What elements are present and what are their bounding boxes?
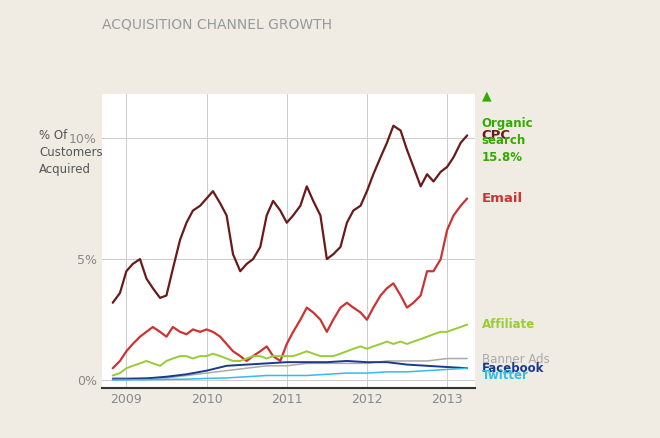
Text: ▲: ▲: [482, 89, 491, 102]
Text: Affiliate: Affiliate: [482, 318, 535, 331]
Text: CPC: CPC: [482, 129, 511, 142]
Text: Banner Ads: Banner Ads: [482, 353, 549, 366]
Text: Twitter: Twitter: [482, 370, 529, 382]
Text: Email: Email: [482, 192, 523, 205]
Text: ACQUISITION CHANNEL GROWTH: ACQUISITION CHANNEL GROWTH: [102, 18, 332, 32]
Text: % Of
Customers
Acquired: % Of Customers Acquired: [39, 129, 102, 177]
Text: Facebook: Facebook: [482, 362, 544, 375]
Text: Organic
search
15.8%: Organic search 15.8%: [482, 117, 533, 164]
